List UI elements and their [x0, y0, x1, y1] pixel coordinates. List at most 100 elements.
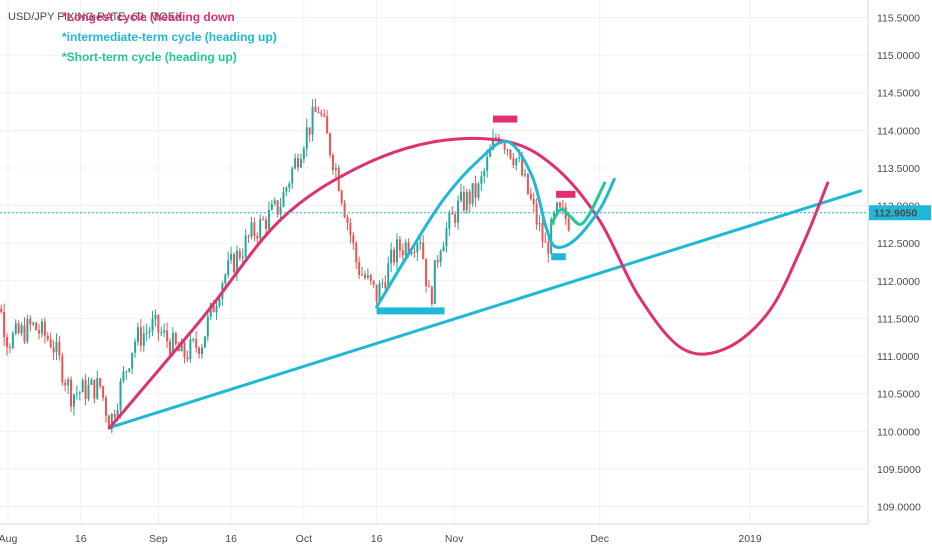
- candle-body: [122, 371, 125, 382]
- candle-body: [195, 339, 198, 348]
- candle-body: [457, 200, 460, 223]
- candle-body: [314, 106, 317, 112]
- candle-body: [96, 378, 99, 399]
- y-tick-label: 114.5000: [877, 88, 920, 100]
- candle-body: [393, 249, 396, 263]
- candle-body: [550, 219, 553, 254]
- time-axis[interactable]: Aug 16 Sep 16 Oct 16 Nov Dec 2019: [0, 533, 762, 545]
- level-marker: [493, 115, 518, 123]
- candle-body: [515, 158, 518, 166]
- x-tick-label: Oct: [296, 533, 312, 545]
- candle-body: [81, 380, 84, 393]
- candle-body: [547, 242, 550, 254]
- y-tick-label: 111.0000: [877, 351, 919, 363]
- candle-body: [250, 222, 253, 237]
- candle-body: [410, 251, 413, 254]
- candle-body: [55, 341, 58, 353]
- longest-cycle-curve: [108, 136, 830, 429]
- candle-body: [299, 159, 302, 168]
- candle-body: [358, 262, 361, 276]
- candle-body: [506, 149, 509, 151]
- candle-body: [67, 379, 70, 386]
- x-tick-label: 16: [371, 533, 383, 545]
- candle-body: [52, 347, 55, 353]
- candle-body: [340, 190, 343, 203]
- candle-body: [489, 149, 492, 157]
- candle-body: [64, 382, 67, 386]
- candle-body: [369, 274, 372, 281]
- candle-body: [171, 333, 174, 355]
- candle-body: [218, 299, 221, 306]
- candle-body: [407, 242, 410, 254]
- candle-body: [308, 127, 311, 135]
- annotation-longest-cycle: *Longest cycle (heading down: [62, 10, 235, 24]
- candle-body: [442, 246, 445, 252]
- y-tick-label: 115.0000: [877, 50, 920, 62]
- y-tick-label: 110.5000: [877, 389, 920, 401]
- candle-body: [35, 322, 38, 331]
- x-tick-label: 16: [225, 533, 237, 545]
- candle-body: [425, 258, 428, 286]
- y-tick-label: 112.0000: [877, 276, 920, 288]
- candle-body: [49, 339, 52, 348]
- candle-body: [163, 330, 166, 333]
- candle-body: [29, 318, 32, 325]
- candle-body: [416, 244, 419, 253]
- candle-body: [168, 341, 171, 355]
- candle-body: [61, 355, 64, 383]
- y-tick-label: 109.0000: [877, 501, 921, 513]
- candle-body: [468, 191, 471, 204]
- y-tick-label: 112.5000: [877, 238, 920, 250]
- candle-body: [413, 251, 416, 253]
- candle-body: [72, 394, 75, 407]
- candle-body: [311, 106, 314, 135]
- candle-body: [259, 219, 262, 239]
- candle-body: [32, 322, 35, 325]
- candle-body: [206, 316, 209, 337]
- x-tick-label: Dec: [590, 533, 609, 545]
- candle-body: [46, 335, 49, 340]
- candle-body: [538, 223, 541, 225]
- candle-body: [433, 260, 436, 305]
- price-axis-bg: [868, 0, 932, 524]
- candle-body: [99, 378, 102, 387]
- candle-body: [58, 341, 61, 356]
- candle-body: [125, 371, 128, 373]
- candle-body: [90, 379, 93, 385]
- trendline: [109, 189, 863, 429]
- candle-body: [192, 339, 195, 341]
- candle-body: [288, 183, 291, 188]
- annotation-short-cycle: *Short-term cycle (heading up): [62, 50, 237, 64]
- candle-body: [355, 243, 358, 263]
- candle-body: [148, 331, 151, 333]
- level-marker: [551, 253, 566, 261]
- y-tick-label: 109.5000: [877, 464, 921, 476]
- last-price-value: 112.9050: [874, 208, 917, 220]
- candle-body: [201, 347, 203, 355]
- candle-body: [107, 415, 110, 430]
- candle-body: [544, 241, 547, 243]
- candle-body: [556, 202, 559, 214]
- y-tick-label: 114.0000: [877, 125, 920, 137]
- candle-body: [38, 330, 41, 334]
- candle-body: [224, 274, 227, 284]
- x-tick-label: Nov: [445, 533, 464, 545]
- candle-body: [174, 333, 177, 345]
- candle-body: [273, 200, 276, 205]
- candle-body: [451, 212, 454, 215]
- candle-body: [186, 357, 189, 360]
- candle-body: [381, 282, 384, 284]
- candle-body: [404, 242, 407, 256]
- candle-body: [256, 235, 259, 239]
- candle-body: [422, 242, 425, 259]
- candle-body: [532, 198, 535, 204]
- candle-body: [20, 325, 23, 334]
- candle-body: [157, 315, 160, 333]
- candle-body: [363, 274, 366, 278]
- candle-body: [390, 249, 393, 264]
- price-axis[interactable]: 115.5000 115.0000 114.5000 114.0000 113.5000…: [877, 13, 921, 514]
- chart-title: USD/JPY FIXING RATE, 60, MOEX: [8, 11, 183, 23]
- candle-body: [11, 333, 14, 348]
- candle-body: [87, 384, 90, 399]
